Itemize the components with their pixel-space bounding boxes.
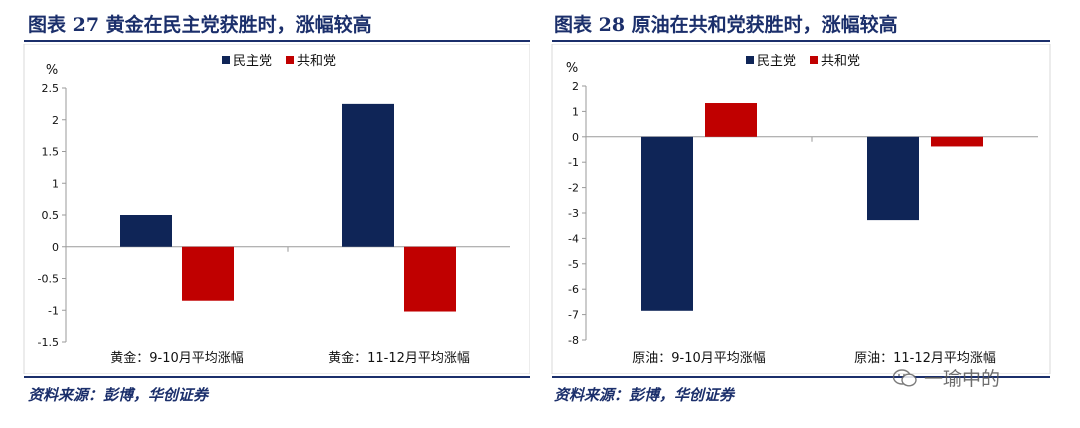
y-tick-label: 2.5 bbox=[42, 82, 60, 95]
gold-bar-chart: % 2.5 2 1.5 1 0.5 0 -0.5 -1 -1.5 黄金：9-10月平均涨幅 黄金：11… bbox=[23, 44, 530, 374]
legend-label: 民主党 bbox=[757, 54, 797, 69]
y-tick-label: 1.5 bbox=[42, 146, 60, 159]
bar-democrat bbox=[342, 103, 394, 247]
bar-democrat bbox=[641, 136, 693, 311]
chart-legend: 民主党 共和党 bbox=[222, 50, 336, 69]
bar-republican bbox=[182, 246, 234, 301]
y-tick-label: -1 bbox=[48, 304, 59, 317]
bar-republican bbox=[705, 103, 757, 137]
source-note: 资料来源：彭博，华创证券 bbox=[28, 386, 209, 404]
legend-swatch-democrat bbox=[746, 55, 754, 64]
y-tick-label: -1 bbox=[568, 156, 579, 169]
y-tick-label: -7 bbox=[568, 309, 579, 322]
title-rule bbox=[24, 40, 530, 42]
y-tick-label: 1 bbox=[572, 105, 579, 118]
y-tick-label: 2 bbox=[52, 114, 59, 127]
plot-frame bbox=[23, 44, 530, 374]
y-tick-label: 0 bbox=[572, 131, 579, 144]
watermark: 一瑜中的 bbox=[892, 364, 1000, 391]
legend-label: 共和党 bbox=[297, 54, 337, 69]
watermark-text: 一瑜中的 bbox=[924, 368, 1001, 390]
legend-swatch-republican bbox=[286, 55, 295, 64]
chart-title: 图表 28 原油在共和党获胜时，涨幅较高 bbox=[554, 14, 898, 36]
x-category-label: 黄金：11-12月平均涨幅 bbox=[328, 350, 470, 366]
oil-bar-chart: % 2 1 0 -1 -2 -3 -4 -5 -6 -7 -8 原油：9-10月平均涨幅 原油：11-12… bbox=[551, 44, 1051, 374]
legend-swatch-democrat bbox=[222, 55, 230, 64]
y-tick-label: -2 bbox=[568, 182, 579, 195]
chart-title: 图表 27 黄金在民主党获胜时，涨幅较高 bbox=[28, 14, 372, 36]
legend-item-democrat: 民主党 bbox=[222, 50, 272, 69]
chart-legend: 民主党 共和党 bbox=[746, 50, 860, 69]
y-tick-label: 1 bbox=[52, 177, 59, 190]
y-tick-label: -4 bbox=[568, 232, 579, 245]
y-tick-label: -0.5 bbox=[38, 273, 59, 286]
legend-item-republican: 共和党 bbox=[286, 50, 336, 69]
plot-frame bbox=[551, 44, 1051, 374]
bar-republican bbox=[404, 246, 456, 312]
x-category-label: 原油：9-10月平均涨幅 bbox=[632, 351, 766, 366]
legend-swatch-republican bbox=[810, 55, 819, 64]
y-tick-label: 0.5 bbox=[42, 209, 60, 222]
x-category-label: 原油：11-12月平均涨幅 bbox=[854, 351, 996, 366]
legend-item-democrat: 民主党 bbox=[746, 50, 796, 69]
y-tick-label: -1.5 bbox=[38, 336, 59, 349]
y-tick-label: -3 bbox=[568, 207, 579, 220]
chart-panel-gold: 图表 27 黄金在民主党获胜时，涨幅较高 % 2.5 2 1.5 1 0.5 0 -0.5 -1… bbox=[0, 0, 530, 428]
source-note: 资料来源：彭博，华创证券 bbox=[554, 386, 735, 404]
title-rule bbox=[552, 40, 1050, 42]
x-category-label: 黄金：9-10月平均涨幅 bbox=[110, 350, 244, 366]
source-rule bbox=[552, 376, 1050, 378]
y-tick-label: -8 bbox=[568, 334, 579, 347]
bar-democrat bbox=[867, 136, 919, 221]
legend-label: 共和党 bbox=[821, 54, 861, 69]
chart-panel-oil: 图表 28 原油在共和党获胜时，涨幅较高 % 2 1 0 -1 -2 -3 -4 -5 -6 -7 -… bbox=[548, 0, 1080, 428]
legend-label: 民主党 bbox=[233, 54, 273, 69]
y-tick-label: -5 bbox=[568, 258, 579, 271]
bar-democrat bbox=[120, 215, 172, 247]
y-axis-unit: % bbox=[566, 61, 578, 76]
legend-item-republican: 共和党 bbox=[810, 50, 860, 69]
bar-republican bbox=[931, 136, 983, 147]
y-axis-unit: % bbox=[46, 63, 58, 78]
y-tick-label: 0 bbox=[52, 241, 59, 254]
wechat-icon bbox=[892, 368, 917, 387]
y-tick-label: 2 bbox=[572, 80, 579, 93]
y-tick-label: -6 bbox=[568, 283, 579, 296]
source-rule bbox=[24, 376, 530, 378]
